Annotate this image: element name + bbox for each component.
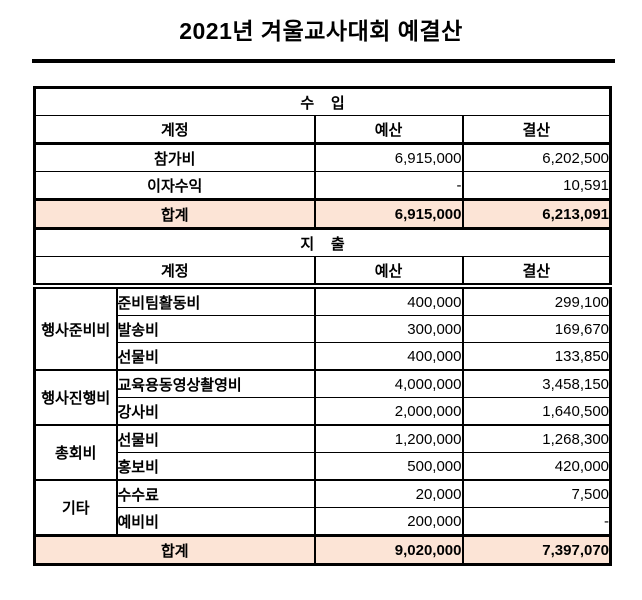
account-cell: 준비팀활동비 — [115, 285, 316, 316]
expense-header-account: 계정 — [33, 256, 316, 289]
account-cell: 발송비 — [115, 315, 316, 343]
settlement-cell: 169,670 — [461, 315, 612, 343]
budget-cell: 6,915,000 — [313, 143, 464, 172]
expense-row: 총회비 선물비 1,200,000 1,268,300 — [33, 424, 612, 481]
income-header-row: 계정 예산 결산 — [33, 115, 612, 145]
expense-row: 행사진행비 교육용동영상촬영비 4,000,000 3,458,150 — [33, 369, 612, 426]
income-total-settlement: 6,213,091 — [461, 198, 612, 230]
budget-cell: 200,000 — [313, 507, 464, 536]
budget-cell: 400,000 — [313, 342, 464, 371]
expense-row: 강사비 2,000,000 1,640,500 — [35, 397, 612, 426]
expense-row: 홍보비 500,000 420,000 — [35, 452, 612, 481]
page-title: 2021년 겨울교사대회 예결산 — [179, 18, 463, 44]
account-cell: 수수료 — [115, 479, 316, 508]
budget-table: 수 입 계정 예산 결산 참가비 6,915,000 6,202,500 이자수… — [33, 86, 613, 566]
expense-row: 예비비 200,000 - — [35, 507, 612, 536]
expense-section-row: 지 출 — [33, 228, 612, 257]
income-total-budget: 6,915,000 — [313, 198, 464, 230]
settlement-cell: 299,100 — [461, 285, 612, 316]
page: 2021년 겨울교사대회 예결산 수 입 계정 예산 결산 참가비 6,915,… — [32, 18, 615, 566]
budget-cell: 300,000 — [313, 315, 464, 343]
budget-cell: - — [313, 171, 464, 200]
group-cell: 기타 — [33, 479, 118, 536]
income-row: 이자수익 - 10,591 — [33, 171, 612, 200]
income-total-label: 합계 — [33, 198, 316, 230]
expense-header-row: 계정 예산 결산 — [33, 256, 612, 289]
settlement-cell: 1,640,500 — [461, 397, 612, 426]
account-cell: 교육용동영상촬영비 — [115, 369, 316, 398]
account-cell: 참가비 — [33, 143, 316, 172]
expense-section-header: 지 출 — [33, 228, 612, 257]
expense-row: 선물비 400,000 133,850 — [35, 342, 612, 371]
expense-total-label: 합계 — [33, 534, 316, 566]
expense-total-row: 합계 9,020,000 7,397,070 — [33, 534, 612, 566]
expense-row: 기타 수수료 20,000 7,500 — [33, 479, 612, 536]
income-section-row: 수 입 — [33, 87, 612, 116]
income-header-budget: 예산 — [313, 115, 464, 145]
account-cell: 강사비 — [115, 397, 316, 426]
settlement-cell: 6,202,500 — [461, 143, 612, 172]
group-cell: 행사진행비 — [33, 369, 118, 426]
account-cell: 선물비 — [115, 342, 316, 371]
settlement-cell: 7,500 — [461, 479, 612, 508]
account-cell: 선물비 — [115, 424, 316, 453]
settlement-cell: 133,850 — [461, 342, 612, 371]
expense-total-budget: 9,020,000 — [313, 534, 464, 566]
budget-cell: 1,200,000 — [313, 424, 464, 453]
income-header-account: 계정 — [33, 115, 316, 145]
expense-row: 행사준비비 준비팀활동비 400,000 299,100 — [33, 285, 612, 371]
account-cell: 예비비 — [115, 507, 316, 536]
group-cell: 총회비 — [33, 424, 118, 481]
budget-cell: 4,000,000 — [313, 369, 464, 398]
settlement-cell: 1,268,300 — [461, 424, 612, 453]
income-header-settlement: 결산 — [461, 115, 612, 145]
title-rule — [32, 59, 615, 63]
settlement-cell: 10,591 — [461, 171, 612, 200]
budget-cell: 500,000 — [313, 452, 464, 481]
group-cell: 행사준비비 — [33, 285, 118, 371]
settlement-cell: - — [461, 507, 612, 536]
budget-cell: 20,000 — [313, 479, 464, 508]
settlement-cell: 3,458,150 — [461, 369, 612, 398]
income-row: 참가비 6,915,000 6,202,500 — [33, 143, 612, 172]
account-cell: 이자수익 — [33, 171, 316, 200]
budget-cell: 2,000,000 — [313, 397, 464, 426]
budget-cell: 400,000 — [313, 285, 464, 316]
expense-header-settlement: 결산 — [461, 256, 612, 289]
expense-row: 발송비 300,000 169,670 — [35, 315, 612, 343]
expense-header-budget: 예산 — [313, 256, 464, 289]
settlement-cell: 420,000 — [461, 452, 612, 481]
income-total-row: 합계 6,915,000 6,213,091 — [33, 198, 612, 230]
income-section-header: 수 입 — [33, 87, 612, 116]
account-cell: 홍보비 — [115, 452, 316, 481]
expense-total-settlement: 7,397,070 — [461, 534, 612, 566]
